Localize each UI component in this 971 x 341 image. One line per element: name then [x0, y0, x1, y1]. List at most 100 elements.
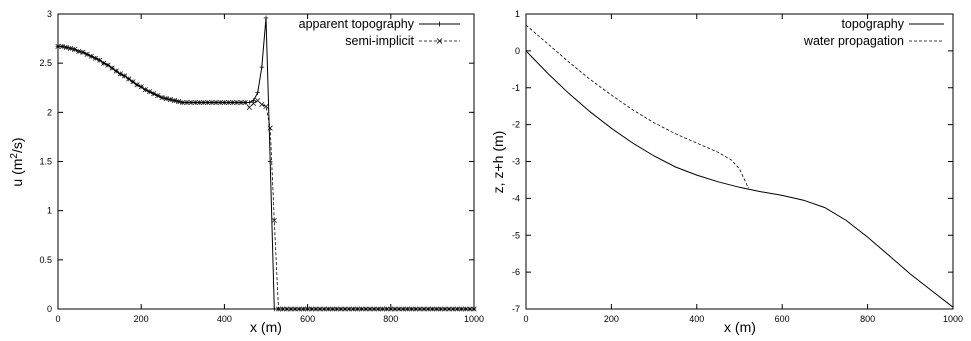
data-point	[338, 306, 344, 312]
legend-label-topography: topography	[841, 17, 904, 31]
data-point	[263, 15, 269, 21]
data-point	[371, 306, 377, 312]
y-tick-label: -1	[512, 83, 520, 93]
marker-stroke	[238, 99, 244, 106]
x-tick-label: 200	[134, 314, 149, 324]
data-point	[184, 99, 190, 106]
y-tick-label: -6	[512, 267, 520, 277]
data-point	[288, 306, 294, 312]
marker-stroke	[84, 51, 90, 57]
marker-stroke	[384, 306, 390, 312]
marker-stroke	[126, 76, 132, 82]
data-point	[267, 159, 273, 164]
data-point	[180, 99, 186, 106]
data-point	[442, 306, 448, 312]
marker-stroke	[425, 306, 431, 312]
marker-stroke	[196, 99, 202, 106]
marker-stroke	[221, 99, 227, 106]
legend-left: apparent topography semi-implicit	[299, 17, 460, 48]
marker-stroke	[375, 306, 381, 312]
data-point	[425, 306, 431, 312]
data-point	[159, 95, 165, 101]
marker-stroke	[92, 55, 98, 61]
data-point	[413, 306, 419, 312]
data-point	[221, 99, 227, 106]
data-point	[176, 98, 182, 105]
x-tick-label: 0	[523, 314, 528, 324]
legend-samples-left	[419, 21, 460, 44]
data-point	[205, 99, 211, 106]
marker-stroke	[155, 93, 161, 99]
data-point	[417, 306, 423, 312]
data-point	[467, 306, 473, 312]
marker-stroke	[300, 306, 306, 312]
data-point	[171, 97, 178, 104]
data-point	[359, 306, 365, 312]
data-point	[126, 76, 132, 82]
marker-stroke	[188, 99, 194, 106]
marker-stroke	[250, 100, 257, 107]
plot-frame-right	[525, 13, 954, 310]
marker-stroke	[346, 306, 352, 312]
data-point	[92, 55, 98, 61]
data-point	[84, 51, 90, 57]
x-tick-label: 400	[217, 314, 232, 324]
data-point	[313, 306, 319, 312]
data-point	[450, 306, 456, 312]
marker-stroke	[151, 91, 157, 97]
marker-stroke	[317, 306, 323, 312]
data-point	[63, 44, 69, 50]
data-point	[76, 48, 82, 54]
data-point	[367, 306, 373, 312]
data-point	[134, 82, 140, 88]
marker-stroke	[192, 99, 198, 106]
data-point	[192, 99, 198, 106]
data-point	[72, 46, 78, 52]
marker-stroke	[363, 306, 369, 312]
data-point	[259, 101, 265, 108]
marker-stroke	[275, 306, 282, 312]
legend-label-apparent-topography: apparent topography	[299, 17, 415, 31]
marker-stroke	[259, 101, 265, 108]
right-axis-ticks: 0 200 400 600 800 1000 1 0 -1 -2 -3 -4 -5 -6 -7	[512, 9, 963, 324]
marker-stroke	[267, 125, 273, 131]
marker-stroke	[171, 97, 178, 104]
y-tick-label: 3	[47, 9, 52, 19]
marker-stroke	[201, 99, 207, 106]
marker-stroke	[263, 103, 269, 109]
data-point	[196, 99, 202, 106]
marker-stroke	[176, 98, 182, 105]
x-axis-label-right: x (m)	[724, 319, 756, 335]
data-point	[334, 306, 340, 312]
data-point	[363, 306, 369, 312]
marker-stroke	[296, 306, 302, 312]
marker-stroke	[338, 306, 344, 312]
data-point	[255, 90, 260, 95]
marker-stroke	[167, 97, 173, 103]
data-point	[446, 306, 452, 312]
legend-marker	[436, 38, 443, 44]
marker-stroke	[67, 45, 74, 51]
data-point	[325, 306, 331, 312]
x-tick-label: 800	[860, 314, 875, 324]
data-point	[234, 99, 240, 106]
marker-stroke	[55, 43, 61, 49]
data-point	[392, 306, 398, 312]
marker-stroke	[305, 306, 311, 312]
marker-stroke	[130, 79, 136, 85]
marker-stroke	[138, 84, 144, 90]
data-point	[138, 84, 144, 90]
marker-stroke	[142, 87, 148, 93]
velocity-panel: 0 200 400 600 800 1000 0 0.5 1 1.5 2 2.5 3 x (m) u (…	[9, 9, 484, 335]
y-tick-label: 2.5	[39, 58, 52, 68]
marker-stroke	[184, 99, 190, 106]
data-point	[251, 98, 256, 103]
data-point	[354, 306, 361, 312]
marker-stroke	[309, 306, 315, 312]
data-point	[163, 96, 169, 102]
data-point	[146, 89, 153, 95]
marker-stroke	[284, 306, 290, 312]
data-point	[130, 79, 136, 85]
data-point	[309, 306, 315, 312]
data-point	[151, 91, 157, 97]
